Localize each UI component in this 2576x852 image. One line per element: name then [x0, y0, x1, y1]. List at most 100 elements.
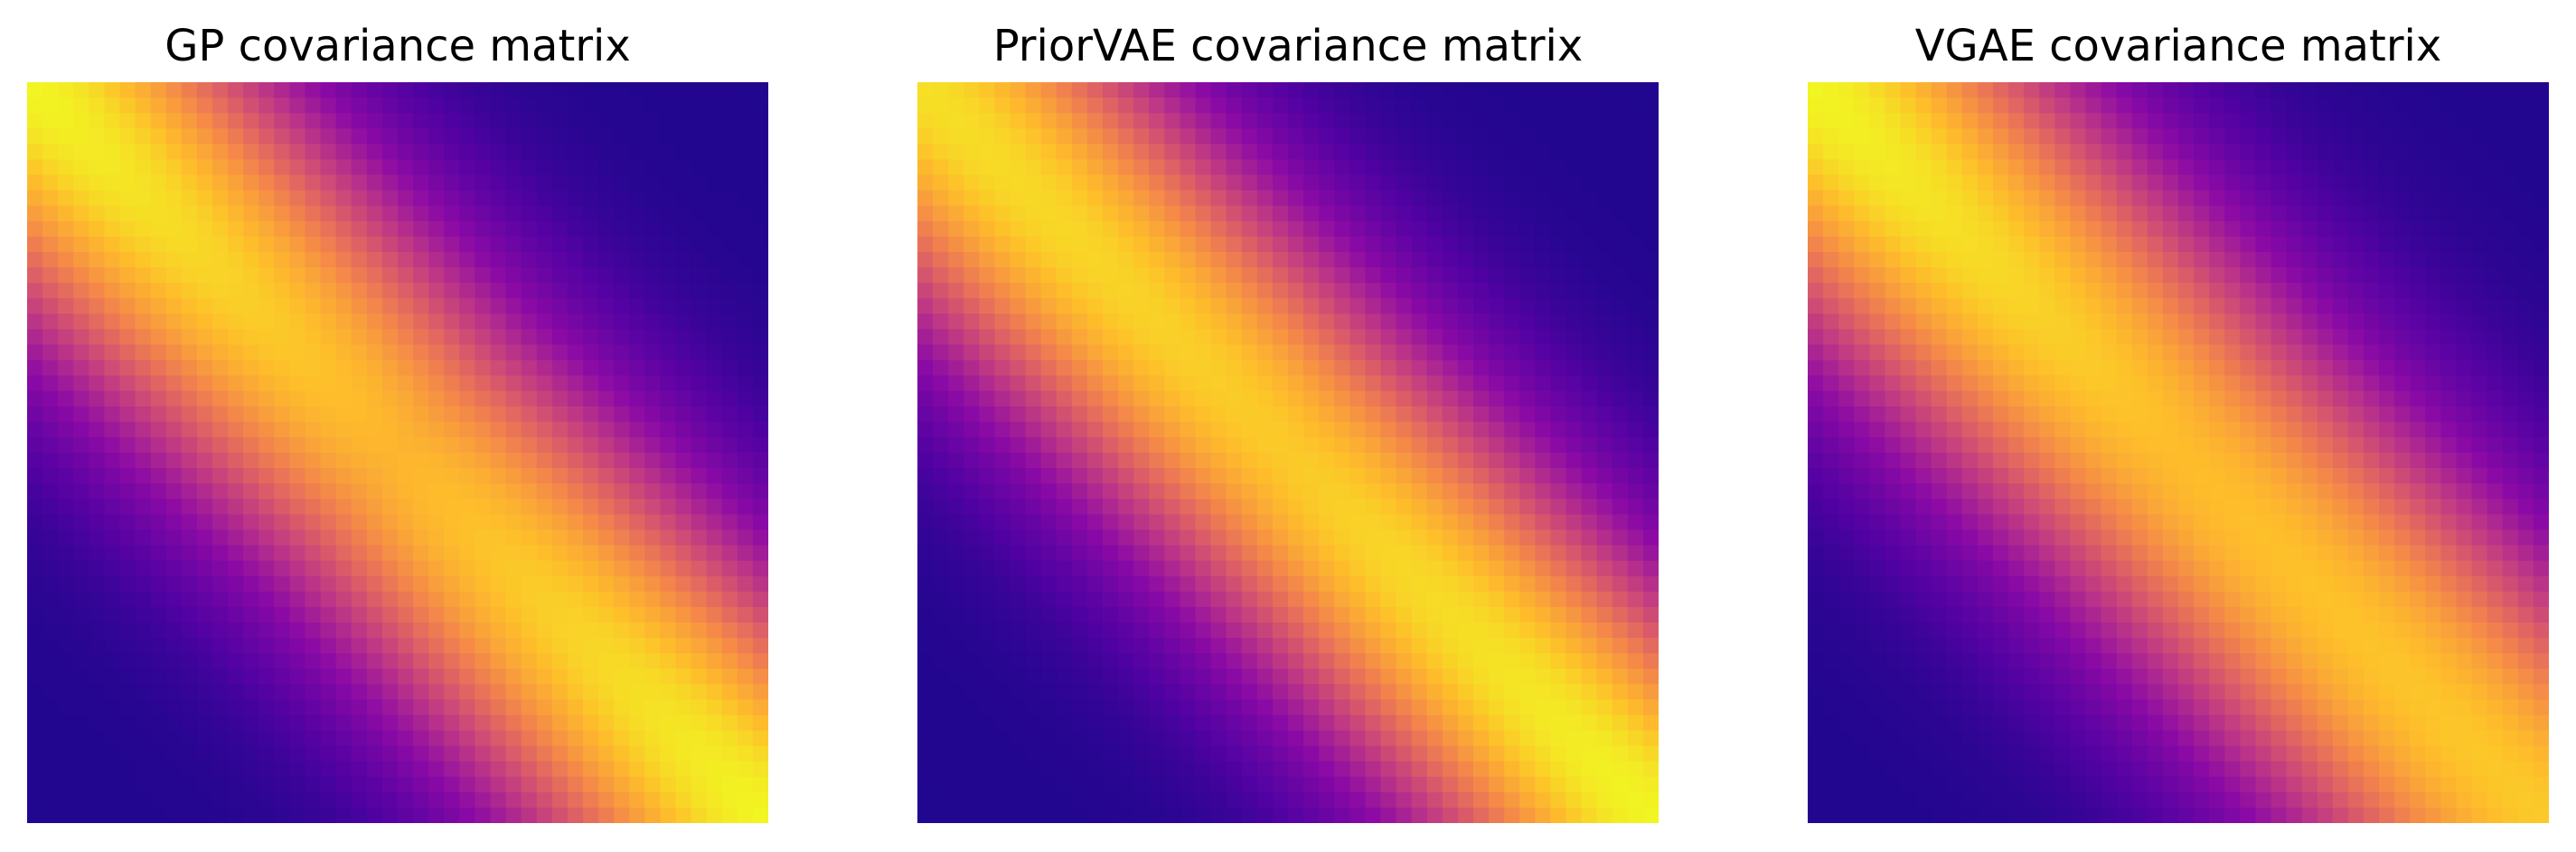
heatmap-cell: [289, 591, 306, 608]
heatmap-cell: [1226, 791, 1243, 809]
heatmap-cell: [2255, 190, 2272, 207]
heatmap-cell: [135, 251, 152, 268]
heatmap-cell: [2456, 82, 2473, 98]
heatmap-cell: [2085, 82, 2102, 98]
heatmap-cell: [567, 791, 584, 809]
heatmap-cell: [2379, 144, 2395, 161]
heatmap-cell: [89, 251, 106, 268]
heatmap-cell: [1334, 761, 1350, 778]
heatmap-cell: [1272, 453, 1289, 469]
heatmap-cell: [1040, 421, 1058, 438]
heatmap-cell: [1504, 98, 1520, 114]
heatmap-cell: [1365, 98, 1382, 114]
heatmap-cell: [413, 483, 429, 500]
heatmap-cell: [1977, 159, 1994, 176]
heatmap-cell: [259, 529, 275, 547]
heatmap-cell: [1565, 591, 1583, 608]
heatmap-cell: [1457, 699, 1474, 716]
heatmap-cell: [505, 638, 522, 654]
heatmap-cell: [1627, 360, 1644, 377]
heatmap-cell: [1040, 113, 1058, 129]
heatmap-cell: [721, 98, 738, 114]
heatmap-cell: [413, 745, 429, 763]
heatmap-cell: [752, 360, 768, 377]
heatmap-cell: [1519, 545, 1536, 562]
heatmap-cell: [335, 606, 353, 623]
heatmap-cell: [567, 82, 584, 98]
heatmap-cell: [706, 483, 723, 500]
heatmap-cell: [135, 468, 152, 484]
heatmap-cell: [1457, 761, 1474, 778]
heatmap-cell: [73, 360, 89, 377]
heatmap-cell: [381, 468, 399, 484]
heatmap-cell: [165, 159, 183, 176]
heatmap-cell: [536, 98, 553, 114]
heatmap-cell: [521, 82, 538, 98]
heatmap-cell: [1642, 329, 1659, 346]
heatmap-cell: [1365, 699, 1382, 716]
heatmap-cell: [2364, 190, 2380, 207]
heatmap-cell: [1411, 190, 1428, 207]
heatmap-cell: [1642, 344, 1659, 361]
heatmap-cell: [1086, 730, 1104, 747]
heatmap-cell: [1164, 791, 1181, 809]
heatmap-cell: [721, 483, 738, 500]
heatmap-cell: [73, 529, 89, 547]
heatmap-cell: [1025, 267, 1042, 284]
heatmap-cell: [1396, 436, 1413, 454]
heatmap-cell: [150, 436, 167, 454]
heatmap-cell: [381, 159, 399, 176]
heatmap-cell: [1380, 699, 1397, 716]
heatmap-cell: [2209, 98, 2225, 114]
heatmap-cell: [614, 499, 630, 515]
heatmap-cell: [27, 436, 43, 454]
heatmap-cell: [1086, 406, 1104, 423]
heatmap-cell: [459, 314, 476, 330]
heatmap-cell: [212, 529, 229, 547]
heatmap-cell: [305, 298, 322, 314]
heatmap-cell: [165, 421, 183, 438]
heatmap-cell: [1086, 684, 1104, 700]
heatmap-cell: [1103, 468, 1119, 484]
heatmap-cell: [1380, 82, 1397, 98]
heatmap-cell: [1256, 591, 1274, 608]
heatmap-cell: [1118, 82, 1134, 98]
heatmap-cell: [1550, 190, 1567, 207]
heatmap-cell: [737, 745, 754, 763]
heatmap-cell: [1565, 283, 1583, 299]
heatmap-cell: [1565, 807, 1583, 823]
heatmap-cell: [196, 606, 213, 623]
heatmap-cell: [1365, 638, 1382, 654]
heatmap-cell: [1519, 251, 1536, 268]
heatmap-cell: [1642, 82, 1659, 98]
heatmap-cell: [675, 283, 692, 299]
heatmap-cell: [737, 236, 754, 253]
heatmap-cell: [1365, 483, 1382, 500]
heatmap-cell: [228, 144, 244, 161]
heatmap-cell: [444, 715, 460, 732]
heatmap-cell: [1473, 128, 1490, 145]
heatmap-cell: [1272, 560, 1289, 577]
heatmap-cell: [1612, 144, 1629, 161]
heatmap-cell: [2471, 82, 2488, 98]
heatmap-cell: [1365, 314, 1382, 330]
heatmap-cell: [366, 653, 383, 669]
heatmap-cell: [2440, 190, 2458, 207]
heatmap-cell: [1442, 791, 1459, 809]
heatmap-cell: [135, 421, 152, 438]
heatmap-cell: [1349, 453, 1367, 469]
heatmap-cell: [1103, 375, 1119, 392]
heatmap-cell: [196, 638, 213, 654]
heatmap-cell: [335, 699, 353, 716]
heatmap-cell: [1086, 113, 1104, 129]
heatmap-cell: [165, 576, 183, 593]
heatmap-cell: [1627, 98, 1644, 114]
heatmap-cell: [933, 622, 949, 639]
heatmap-cell: [259, 499, 275, 515]
heatmap-cell: [675, 684, 692, 700]
heatmap-cell: [1612, 499, 1629, 515]
heatmap-cell: [1411, 606, 1428, 623]
heatmap-cell: [259, 560, 275, 577]
heatmap-cell: [1025, 761, 1042, 778]
heatmap-cell: [1272, 576, 1289, 593]
